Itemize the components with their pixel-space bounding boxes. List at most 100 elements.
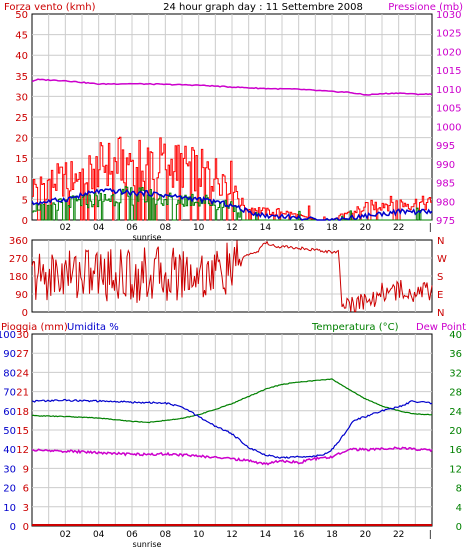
temperature-axis-label: Temperatura (°C) [311,322,399,333]
tick-label-humidity: 90 [3,349,16,360]
humidity-axis-label: Umidita % [67,322,119,333]
tick-label-pressure: 980 [436,197,455,208]
temperature-line [31,378,433,424]
tick-label-temperature: 40 [449,330,462,341]
tick-label-humidity: 50 [3,426,16,437]
gust-line [32,136,432,221]
tick-label-rain: 15 [16,426,29,437]
dewpoint-line [32,446,433,466]
compass-label: N [437,236,444,247]
tick-label-temperature: 28 [449,388,462,399]
compass-label: W [437,254,447,265]
tick-label-hour: 02 [60,530,71,540]
tick-label-wind: 40 [15,51,28,62]
tick-label-direction: 180 [9,272,28,283]
tick-label-humidity: 10 [3,503,16,514]
tick-label-pressure: 975 [436,216,455,227]
tick-label-temperature: 36 [449,349,462,360]
tick-label-hour: 18 [326,223,338,233]
tick-label-pressure: 995 [436,141,455,152]
tick-label-rain: 30 [16,330,29,341]
tick-label-rain: 0 [23,522,29,533]
tick-label-hour: 10 [193,223,205,233]
tick-label-temperature: 16 [449,445,462,456]
tick-label-hour: 14 [260,223,272,233]
tick-label-pressure: 1015 [436,66,461,77]
tick-label-hour: 08 [160,530,172,540]
tick-label-temperature: 4 [456,503,462,514]
tick-label-temperature: 12 [449,464,462,475]
tick-label-wind: 10 [15,175,28,186]
tick-label-humidity: 70 [3,388,16,399]
tick-label-rain: 24 [16,368,29,379]
tick-label-pressure: 1010 [436,85,461,96]
tick-label-rain: 27 [16,349,29,360]
compass-label: S [437,272,443,283]
tick-label-direction: 90 [15,290,28,301]
tick-label-direction: 360 [9,236,28,247]
pressure-axis-label: Pressione (mb) [388,2,463,13]
tick-label-hour: 12 [226,223,237,233]
pressure-line [31,78,433,96]
tick-label-wind: 0 [22,216,28,227]
tick-label-pressure: 990 [436,160,455,171]
tick-label-end: | [429,223,432,233]
tick-label-wind: 5 [22,195,28,206]
tick-label-temperature: 20 [449,426,462,437]
tick-label-hour: 10 [193,530,205,540]
dewpoint-axis-label: Dew Point [416,322,466,333]
tick-label-hour: 22 [393,223,404,233]
compass-label: N [437,308,444,319]
tick-label-pressure: 1000 [436,122,461,133]
tick-label-rain: 12 [16,445,29,456]
tick-label-hour: 22 [393,530,404,540]
tick-label-hour: 08 [160,223,172,233]
tick-label-temperature: 32 [449,368,462,379]
tick-label-temperature: 0 [456,522,462,533]
rain-axis-label: Pioggia (mm) [1,322,68,333]
tick-label-wind: 15 [15,154,28,165]
tick-label-hour: 20 [360,223,372,233]
tick-label-wind: 35 [15,72,28,83]
tick-label-hour: 06 [126,223,138,233]
compass-label: E [437,290,443,301]
tick-label-humidity: 60 [3,407,16,418]
sunrise-label: sunrise [133,540,162,549]
tick-label-hour: 20 [360,530,372,540]
tick-label-humidity: 40 [3,445,16,456]
tick-label-hour: 04 [93,223,105,233]
tick-label-wind: 45 [15,31,28,42]
tick-label-humidity: 0 [10,522,16,533]
tick-label-hour: 16 [293,530,305,540]
tick-label-direction: 0 [22,308,28,319]
tick-label-wind: 50 [15,10,28,21]
tick-label-hour: 04 [93,530,105,540]
tick-label-wind: 20 [15,134,28,145]
tick-label-direction: 270 [9,254,28,265]
tick-label-end: | [429,530,432,540]
tick-label-pressure: 1030 [436,10,461,21]
chart-title: 24 hour graph day : 11 Settembre 2008 [163,2,363,13]
tick-label-temperature: 8 [456,484,462,495]
tick-label-hour: 02 [60,223,71,233]
tick-label-hour: 06 [126,530,138,540]
tick-label-hour: 12 [226,530,237,540]
tick-label-rain: 3 [23,503,29,514]
humidity-line [31,398,433,459]
wind-axis-label: Forza vento (kmh) [4,2,96,13]
tick-label-humidity: 20 [3,484,16,495]
avg-wind-line [31,187,433,221]
tick-label-wind: 30 [15,92,28,103]
tick-label-pressure: 985 [436,179,455,190]
tick-label-rain: 18 [16,407,29,418]
tick-label-hour: 14 [260,530,272,540]
tick-label-rain: 21 [16,388,29,399]
sunrise-label: sunrise [133,233,162,242]
tick-label-rain: 6 [23,484,29,495]
tick-label-humidity: 80 [3,368,16,379]
direction-line [31,240,433,313]
tick-label-wind: 25 [15,113,28,124]
tick-label-hour: 16 [293,223,305,233]
